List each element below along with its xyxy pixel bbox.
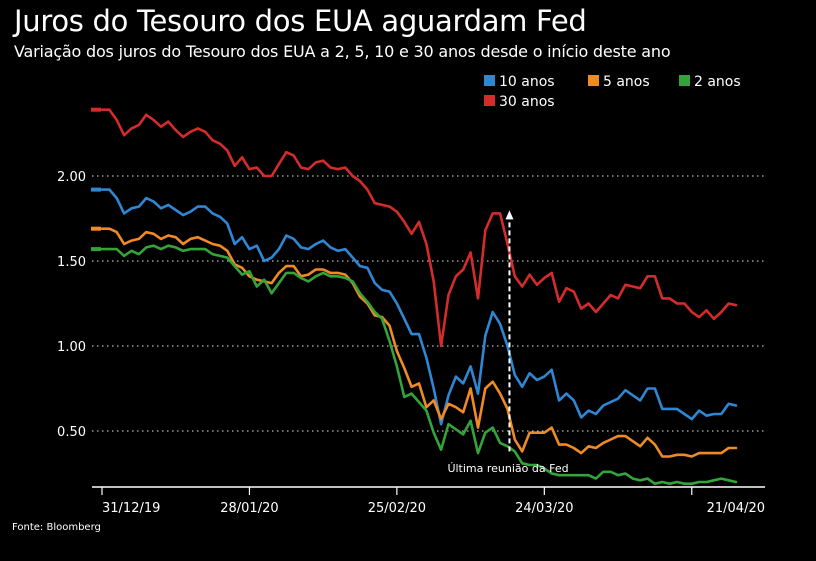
x-tick-label: 21/04/20 [707,501,765,516]
series-line-10-anos [100,188,738,426]
legend-swatch-2-anos [679,75,690,86]
start-marker-30-anos [91,107,101,112]
y-axis-ticks: 0.50 1.00 1.50 2.00 [57,170,86,440]
series-line-5-anos [100,227,738,458]
x-tick-label: 25/02/20 [368,501,426,516]
legend: 10 anos 5 anos 2 anos 30 anos [484,74,741,110]
grid-lines [92,175,765,432]
series-line-2-anos [100,244,738,486]
annotation-label: Última reunião da Fed [447,462,568,475]
start-marker-10-anos [91,187,101,192]
x-tick-label: 28/01/20 [220,501,278,516]
y-tick-label: 2.00 [57,170,86,185]
legend-label-2-anos: 2 anos [694,74,741,90]
start-marker-5-anos [91,226,101,231]
chart-title: Juros do Tesouro dos EUA aguardam Fed [14,4,587,38]
chart-subtitle: Variação dos juros do Tesouro dos EUA a … [14,42,671,61]
source-note: Fonte: Bloomberg [12,522,101,533]
series-lines [100,108,738,486]
y-tick-label: 1.00 [57,340,86,355]
x-tick-label: 31/12/19 [102,501,160,516]
y-tick-label: 1.50 [57,255,86,270]
legend-label-30-anos: 30 anos [499,94,555,110]
series-start-markers [91,107,101,252]
x-axis-ticks: 31/12/19 28/01/20 25/02/20 24/03/20 21/04/20 [101,487,765,516]
legend-label-10-anos: 10 anos [499,74,555,90]
start-marker-2-anos [91,247,101,252]
legend-swatch-10-anos [484,75,495,86]
y-tick-label: 0.50 [57,425,86,440]
legend-swatch-5-anos [588,75,599,86]
fed-annotation: Última reunião da Fed [447,210,569,475]
annotation-arrow-head [505,210,514,220]
x-tick-label: 24/03/20 [515,501,573,516]
legend-label-5-anos: 5 anos [603,74,650,90]
legend-swatch-30-anos [484,95,495,106]
series-line-30-anos [100,108,738,348]
